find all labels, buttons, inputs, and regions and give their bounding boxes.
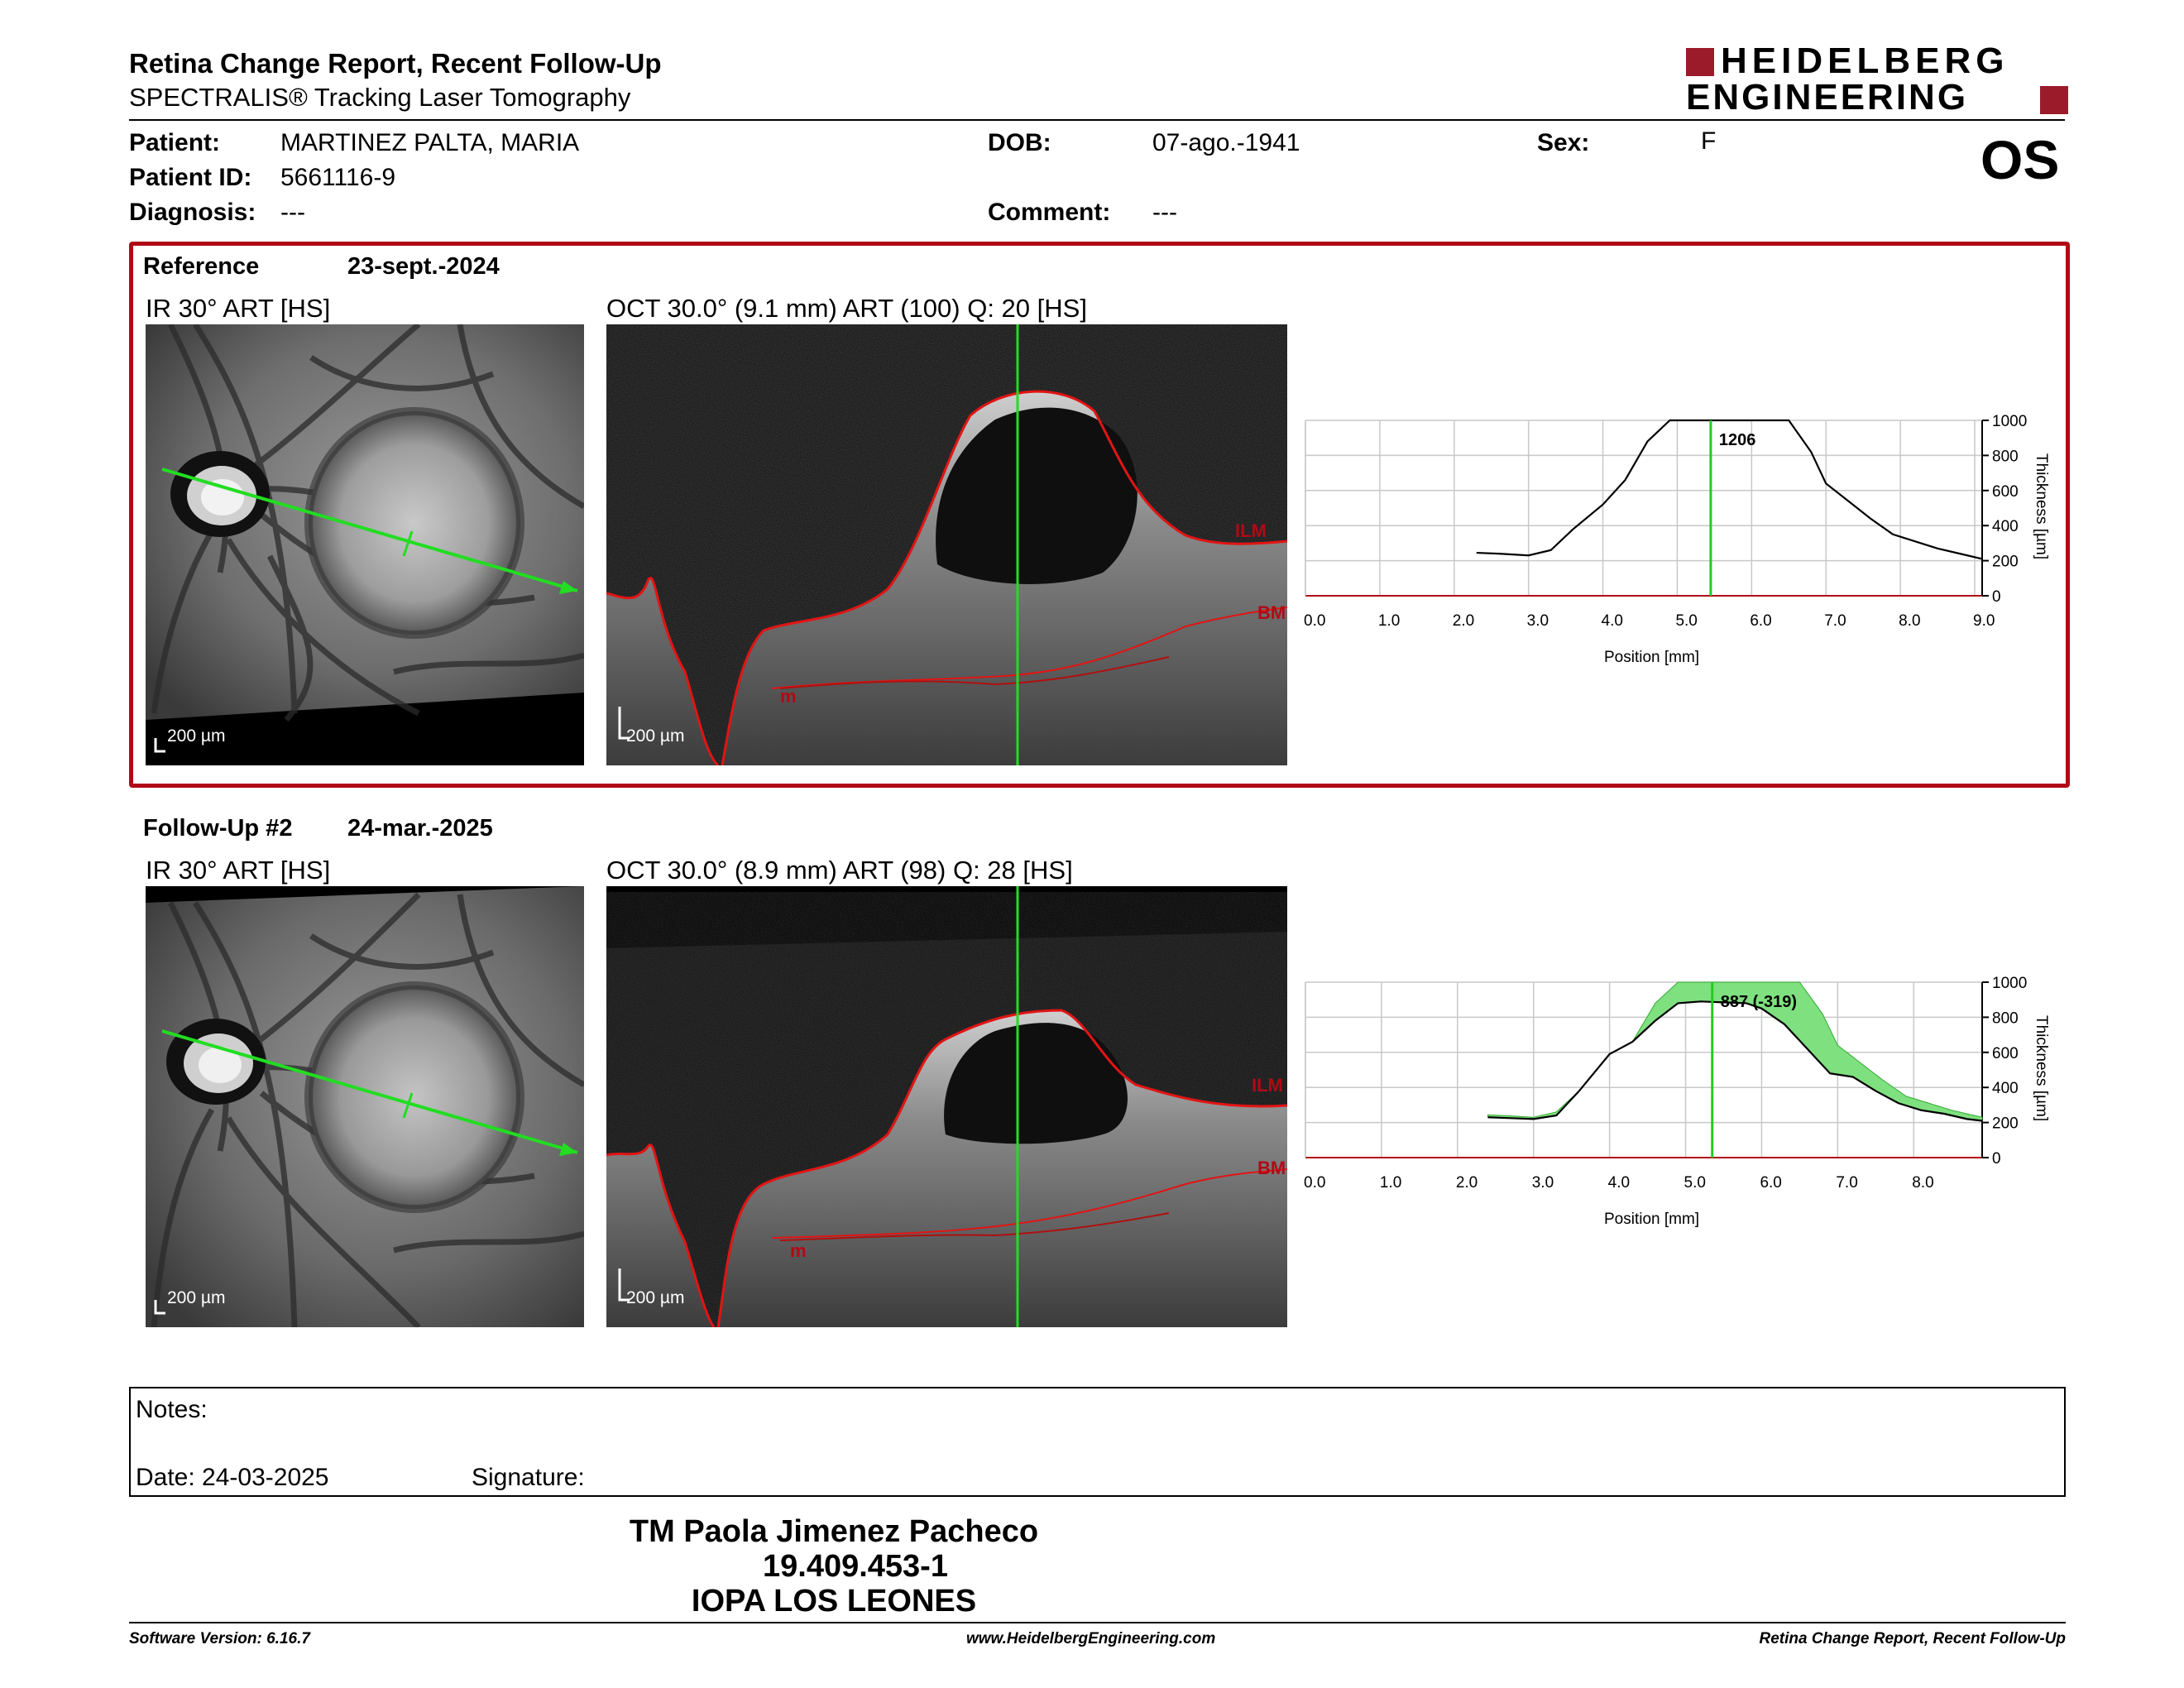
reference-oct-scale: 200 µm [626, 727, 685, 746]
x-tick-label: 0.0 [1304, 612, 1325, 630]
x-axis-label: Position [mm] [1604, 1211, 1699, 1228]
x-tick-label: 3.0 [1532, 1174, 1554, 1192]
y-tick-label: 1000 [1992, 413, 2027, 430]
followup-oct-scale: 200 µm [626, 1288, 685, 1307]
followup-label: Follow-Up #2 [143, 815, 293, 842]
marker-value-label: 887 (-319) [1721, 993, 1797, 1011]
logo-line1: HEIDELBERG [1721, 41, 2009, 81]
y-tick-label: 600 [1992, 1045, 2019, 1062]
followup-thickness-chart: 0 200 400 600 800 1000 0.0 1.0 2.0 3.0 4.0 5.0 6.0 7.… [1299, 972, 2076, 1237]
signature-label: Signature: [472, 1464, 585, 1491]
reference-ilm-label: ILM [1235, 520, 1267, 541]
y-tick-label: 0 [1992, 588, 2001, 606]
sex-value: F [1701, 127, 1717, 155]
comment-value: --- [1152, 199, 1177, 226]
x-tick-label: 7.0 [1824, 612, 1846, 630]
chart-grid [1305, 981, 1982, 1158]
followup-m-label: m [790, 1240, 807, 1261]
signer-block: TM Paola Jimenez Pacheco 19.409.453-1 IO… [0, 1514, 2184, 1618]
patient-label: Patient: [129, 129, 221, 156]
x-tick-label: 2.0 [1453, 612, 1474, 630]
reference-ir-scale: 200 µm [167, 727, 226, 746]
diagnosis-value: --- [280, 199, 305, 226]
marker-value-label: 1206 [1719, 431, 1756, 449]
x-tick-label: 1.0 [1380, 1174, 1401, 1192]
y-axis-label: Thickness [µm] [2033, 453, 2050, 559]
footer-report-name: Retina Change Report, Recent Follow-Up [1759, 1630, 2066, 1647]
x-tick-label: 5.0 [1684, 1174, 1706, 1192]
followup-date: 24-mar.-2025 [347, 815, 493, 842]
x-tick-label: 0.0 [1304, 1174, 1325, 1192]
notes-box[interactable] [129, 1387, 2066, 1497]
footer-software: Software Version: 6.16.7 [129, 1630, 310, 1647]
signer-name: TM Paola Jimenez Pacheco [629, 1514, 1039, 1549]
report-subtitle: SPECTRALIS® Tracking Laser Tomography [129, 83, 631, 112]
x-tick-label: 9.0 [1973, 612, 1995, 630]
patient-id-value: 5661116-9 [280, 164, 396, 191]
x-tick-label: 6.0 [1760, 1174, 1781, 1192]
followup-bm-label: BM [1257, 1158, 1286, 1178]
y-tick-label: 800 [1992, 1009, 2019, 1027]
y-tick-label: 400 [1992, 1080, 2019, 1097]
x-tick-label: 1.0 [1378, 612, 1400, 630]
heidelberg-logo: HEIDELBERG ENGINEERING [1686, 41, 2068, 117]
y-tick-label: 600 [1992, 483, 2019, 501]
y-axis-label: Thickness [µm] [2033, 1015, 2050, 1121]
x-tick-label: 4.0 [1608, 1174, 1630, 1192]
followup-oct-image[interactable]: ILM BM m 200 µm [606, 886, 1287, 1327]
footer-website[interactable]: www.HeidelbergEngineering.com [966, 1630, 1216, 1647]
reference-date: 23-sept.-2024 [347, 253, 500, 280]
followup-ilm-label: ILM [1252, 1075, 1283, 1096]
dob-label: DOB: [988, 129, 1051, 156]
reference-ir-image[interactable]: 200 µm [146, 324, 584, 765]
thickness-line [1487, 1000, 1983, 1122]
reference-oct-image[interactable]: ILM BM m 200 µm [606, 324, 1287, 765]
reference-bm-label: BM [1257, 602, 1286, 623]
comment-label: Comment: [988, 199, 1111, 226]
x-tick-label: 3.0 [1527, 612, 1549, 630]
x-tick-label: 2.0 [1456, 1174, 1478, 1192]
x-tick-label: 8.0 [1899, 612, 1920, 630]
y-tick-label: 800 [1992, 448, 2019, 465]
x-tick-label: 8.0 [1912, 1174, 1933, 1192]
reference-label: Reference [143, 253, 260, 280]
y-tick-label: 200 [1992, 554, 2019, 571]
notes-label: Notes: [136, 1396, 208, 1423]
patient-value: MARTINEZ PALTA, MARIA [280, 129, 580, 156]
signer-institution: IOPA LOS LEONES [691, 1584, 977, 1618]
followup-ir-title: IR 30° ART [HS] [146, 856, 331, 885]
reference-oct-title: OCT 30.0° (9.1 mm) ART (100) Q: 20 [HS] [606, 294, 1087, 323]
reference-ir-title: IR 30° ART [HS] [146, 294, 331, 323]
reference-frame [129, 242, 2070, 788]
signer-id: 19.409.453-1 [763, 1549, 948, 1584]
x-tick-label: 7.0 [1836, 1174, 1857, 1192]
followup-ir-scale: 200 µm [167, 1288, 226, 1307]
notes-date: Date: 24-03-2025 [136, 1464, 329, 1491]
patient-id-label: Patient ID: [129, 164, 252, 191]
x-axis-label: Position [mm] [1604, 649, 1699, 666]
reference-thickness-chart: 0 200 400 600 800 1000 0.0 1.0 2.0 3.0 4.0 5.0 6.0 7.… [1299, 410, 2076, 675]
followup-oct-title: OCT 30.0° (8.9 mm) ART (98) Q: 28 [HS] [606, 856, 1073, 885]
y-tick-label: 200 [1992, 1115, 2019, 1133]
sex-label: Sex: [1537, 129, 1590, 156]
x-tick-label: 6.0 [1750, 612, 1771, 630]
logo-line2: ENGINEERING [1686, 77, 1969, 117]
y-tick-label: 0 [1992, 1150, 2001, 1168]
diagnosis-label: Diagnosis: [129, 199, 256, 226]
reference-m-label: m [780, 686, 797, 707]
followup-ir-image[interactable]: 200 µm [146, 886, 584, 1327]
report-title: Retina Change Report, Recent Follow-Up [129, 48, 662, 79]
y-tick-label: 400 [1992, 518, 2019, 535]
x-tick-label: 5.0 [1675, 612, 1697, 630]
dob-value: 07-ago.-1941 [1152, 129, 1300, 156]
y-tick-label: 1000 [1992, 975, 2027, 992]
thickness-line [1476, 419, 1983, 560]
x-tick-label: 4.0 [1602, 612, 1623, 630]
eye-indicator: OS [1980, 129, 2060, 190]
